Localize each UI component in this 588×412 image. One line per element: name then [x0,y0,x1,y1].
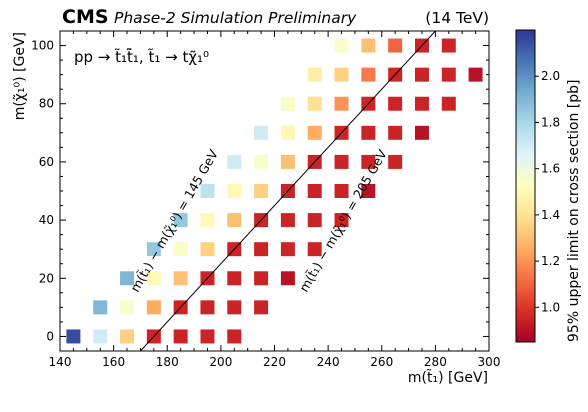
heatmap-cell [361,38,376,53]
colorbar-tick-label: 1.8 [541,115,560,129]
heatmap-cell [93,329,108,344]
heatmap-cell [173,242,188,257]
heatmap-cell [120,329,135,344]
x-tick-label: 140 [49,355,72,369]
heatmap-cell [334,154,349,169]
heatmap-cell [280,213,295,228]
heatmap-cell [280,271,295,286]
x-tick-label: 240 [317,355,340,369]
heatmap-cell [146,300,161,315]
colorbar-tick-label: 1.6 [541,162,560,176]
heatmap-cell [254,125,269,140]
heatmap-cell [200,300,215,315]
heatmap-cell [414,67,429,82]
x-tick-label: 260 [370,355,393,369]
heatmap-cell [441,38,456,53]
heatmap-cell [254,184,269,198]
x-tick-label: 280 [424,355,447,369]
heatmap-cell [200,329,215,344]
y-tick-label: 20 [39,271,54,285]
heatmap-cell [173,271,188,286]
y-tick-label: 80 [39,97,54,111]
y-axis-ticks: 0 20 40 60 80 100 [31,30,489,343]
colorbar-tick-label: 1.0 [541,300,560,314]
x-tick-label: 300 [478,355,501,369]
heatmap-cell [173,329,188,344]
heatmap-cell [441,96,456,111]
heatmap-cell [468,67,483,82]
heatmap-cell [200,213,215,228]
heatmap-cell [361,67,376,82]
colorbar-title: 95% upper limit on cross section [pb] [566,80,582,343]
heatmap-cell [388,125,403,140]
heatmap-cell [227,184,242,198]
process-label: pp → t̃₁t̃̄₁, t̃₁ → tχ̃₁⁰ [74,47,209,66]
heatmap-cell [307,184,322,198]
x-tick-label: 220 [263,355,286,369]
y-tick-label: 0 [46,329,54,343]
heatmap-cell [307,213,322,228]
x-tick-label: 160 [102,355,125,369]
heatmap-cell [254,271,269,286]
heatmap-cell [227,329,242,344]
heatmap-cell [414,96,429,111]
colorbar-tick-label: 2.0 [541,69,560,83]
heatmap-cell [334,213,349,228]
x-axis-title: m(t̃₁) [GeV] [408,369,488,386]
heatmap-cell [388,154,403,169]
y-tick-label: 40 [39,213,54,227]
heatmap-cell [173,213,188,228]
heatmap-cell [93,300,108,315]
heatmap-cell [280,154,295,169]
heatmap-cell [307,67,322,82]
heatmap-cell [334,184,349,198]
heatmap-cell [200,242,215,257]
heatmap-cell [120,300,135,315]
colorbar-tick-label: 1.2 [541,254,560,268]
diagonal-line [140,31,436,351]
x-axis-ticks: 140 160 180 200 220 240 260 280 300 [49,31,501,369]
heatmap-cell [307,242,322,257]
heatmap-cell [227,271,242,286]
heatmap-cell [307,125,322,140]
experiment-label: CMS [62,6,109,28]
heatmap-cell [146,242,161,257]
heatmap-cells [66,38,483,344]
heatmap-cell [254,242,269,257]
heatmap-cell [120,271,135,286]
heatmap-cell [388,38,403,53]
heatmap-cell [361,154,376,169]
status-label: Phase-2 Simulation Preliminary [114,9,357,27]
heatmap-cell [254,154,269,169]
heatmap-cell [200,184,215,198]
heatmap-cell [334,96,349,111]
heatmap-cell [361,125,376,140]
heatmap-cell [280,125,295,140]
heatmap-cell [334,67,349,82]
heatmap-cell [146,271,161,286]
heatmap-cell [414,125,429,140]
heatmap-cell [227,213,242,228]
heatmap-cell [334,38,349,53]
heatmap-cell [227,300,242,315]
x-tick-label: 180 [156,355,179,369]
heatmap-cell [254,300,269,315]
heatmap-cell [66,329,81,344]
colorbar-tick-label: 1.4 [541,208,560,222]
y-tick-label: 60 [39,155,54,169]
heatmap-cell [280,242,295,257]
energy-label: (14 TeV) [425,9,489,27]
x-tick-label: 200 [209,355,232,369]
heatmap-cell [227,154,242,169]
heatmap-cell [361,184,376,198]
heatmap-cell [441,67,456,82]
y-axis-title: m(χ̃₁⁰) [GeV] [12,32,28,120]
colorbar-ticks: 1.0 1.2 1.4 1.6 1.8 2.0 [535,69,560,314]
colorbar [515,29,536,343]
heatmap-cell [388,96,403,111]
heatmap-cell [307,96,322,111]
y-tick-label: 100 [31,39,54,53]
heatmap-cell [280,96,295,111]
